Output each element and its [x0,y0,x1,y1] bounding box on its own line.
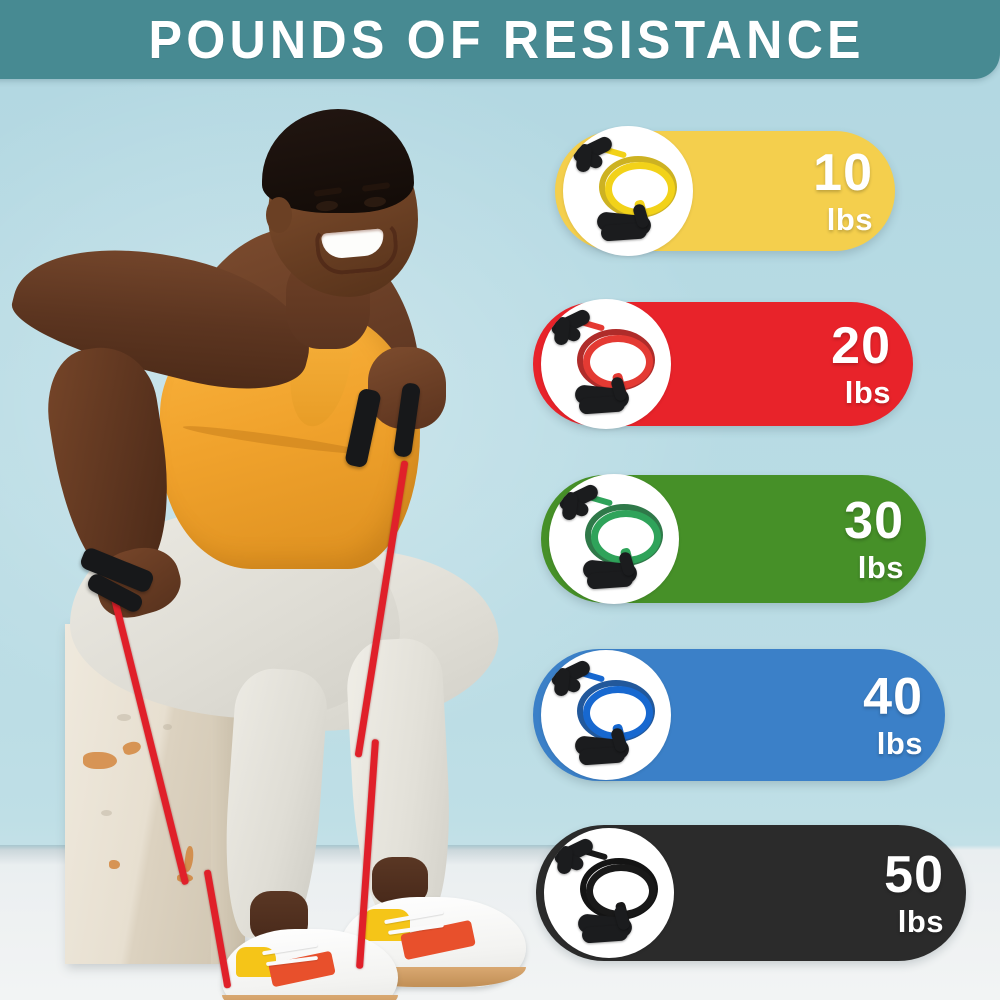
resistance-value: 50 [884,846,944,904]
band-product-illustration [563,126,693,256]
resistance-value: 40 [863,668,923,726]
resistance-band-icon [541,650,671,780]
resistance-band-icon [544,828,674,958]
sneaker-right [222,929,398,1000]
resistance-label: 10 lbs [813,147,873,235]
block-scuff [163,724,172,730]
resistance-unit: lbs [826,202,873,237]
band-foam-handle [561,491,579,521]
page-title: POUNDS OF RESISTANCE [148,9,865,70]
resistance-unit: lbs [844,375,891,410]
band-product-illustration [549,474,679,604]
band-foam-handle [553,316,571,346]
block-scuff [101,810,112,816]
resistance-label: 30 lbs [844,495,904,583]
band-product-illustration [541,650,671,780]
block-paint-mark [83,752,117,769]
resistance-card-red[interactable]: 20 lbs [533,299,913,429]
resistance-band-icon [549,474,679,604]
resistance-band-icon [541,299,671,429]
sneaker-sole [222,995,398,1000]
resistance-label: 40 lbs [863,671,923,759]
resistance-unit: lbs [876,726,923,761]
resistance-label: 20 lbs [831,320,891,408]
resistance-value: 20 [831,317,891,375]
resistance-card-black[interactable]: 50 lbs [536,825,966,961]
band-product-illustration [544,828,674,958]
resistance-value: 30 [844,492,904,550]
header-banner: POUNDS OF RESISTANCE [0,0,1000,79]
band-foam-handle [556,845,574,875]
model-ear [266,197,292,233]
model-photo [0,79,540,1000]
band-foam-handle [575,143,593,173]
resistance-card-green[interactable]: 30 lbs [541,474,926,604]
resistance-card-yellow[interactable]: 10 lbs [555,126,895,256]
band-foam-handle [553,667,571,697]
resistance-unit: lbs [897,904,944,939]
resistance-card-blue[interactable]: 40 lbs [533,649,945,781]
resistance-label: 50 lbs [884,849,944,937]
block-scuff [117,714,131,721]
resistance-value: 10 [813,144,873,202]
resistance-band-icon [563,126,693,256]
resistance-unit: lbs [857,550,904,585]
band-product-illustration [541,299,671,429]
block-paint-mark [109,860,120,869]
